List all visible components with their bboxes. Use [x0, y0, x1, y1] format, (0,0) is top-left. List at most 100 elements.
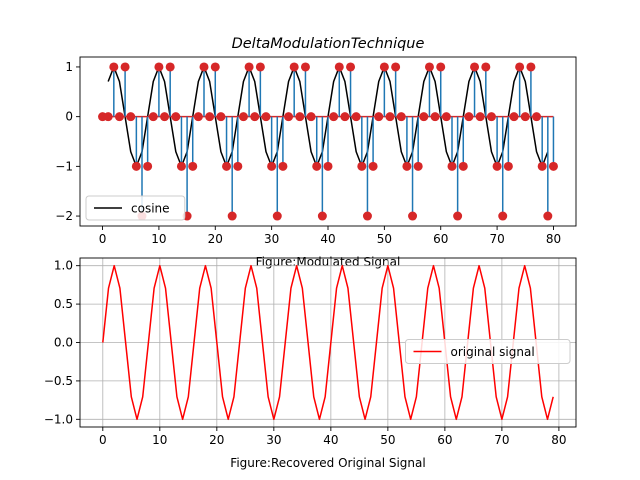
stem-marker [430, 112, 440, 122]
y-tick-label: −1 [55, 159, 73, 173]
stem-marker [295, 112, 305, 122]
stem-marker [222, 161, 232, 171]
stem-marker [278, 161, 288, 171]
stem-marker [210, 62, 220, 72]
stem-marker [532, 112, 542, 122]
stem-marker [329, 112, 339, 122]
stem-marker [148, 112, 158, 122]
legend-label: cosine [131, 202, 170, 216]
y-tick-label: −0.5 [44, 374, 73, 388]
y-tick-label: −1.0 [44, 412, 73, 426]
stem-marker [272, 211, 282, 221]
stem-marker [233, 161, 243, 171]
stem-marker [357, 161, 367, 171]
stem-marker [526, 62, 536, 72]
x-tick-label: 10 [151, 232, 166, 246]
stem-marker [188, 161, 198, 171]
legend-box [405, 339, 571, 364]
stem-marker [368, 161, 378, 171]
x-tick-label: 50 [380, 433, 395, 447]
stem-marker [205, 112, 215, 122]
y-tick-label: −2 [55, 209, 73, 223]
y-tick-label: 0 [65, 110, 73, 124]
y-tick-label: 1.0 [54, 259, 73, 273]
stem-marker [126, 112, 136, 122]
y-tick-label: 0.5 [54, 297, 73, 311]
stem-marker [250, 112, 260, 122]
stem-marker [131, 161, 141, 171]
recovered-signal-plot: 0 10 20 30 40 50 60 70 80 −1.0 −0.5 0.0 0.5 1.0 Figure… [44, 257, 577, 470]
x-tick-label: 30 [264, 232, 279, 246]
stem-marker [171, 112, 181, 122]
stem-marker [312, 161, 322, 171]
x-tick-label: 20 [208, 232, 223, 246]
stem-marker [103, 112, 113, 122]
stem-marker [486, 112, 496, 122]
stem-marker [165, 62, 175, 72]
stem-marker [470, 62, 480, 72]
figure-title: DeltaModulationTechnique [232, 36, 425, 52]
x-tick-label: 60 [433, 232, 448, 246]
stem-marker [509, 112, 519, 122]
stem-marker [453, 211, 463, 221]
stem-marker [216, 112, 226, 122]
stem-marker [458, 161, 468, 171]
stem-marker [154, 62, 164, 72]
series-line-original-signal [102, 264, 554, 421]
stem-marker [436, 62, 446, 72]
stem-marker [419, 112, 429, 122]
stem-marker [346, 62, 356, 72]
x-tick-label: 0 [99, 433, 107, 447]
stem-marker [267, 161, 277, 171]
stem-marker [441, 112, 451, 122]
stem-marker [492, 161, 502, 171]
stem-marker [334, 62, 344, 72]
stem-marker [447, 161, 457, 171]
stem-marker [379, 62, 389, 72]
x-tick-label: 70 [494, 433, 509, 447]
x-tick-label: 10 [152, 433, 167, 447]
stem-marker [340, 112, 350, 122]
x-tick-label: 80 [546, 232, 561, 246]
stem-marker [391, 62, 401, 72]
stem-marker [520, 112, 530, 122]
stem-marker [284, 112, 294, 122]
stem-marker [424, 62, 434, 72]
stem-marker [193, 112, 203, 122]
stem-marker [244, 62, 254, 72]
stem-marker [199, 62, 209, 72]
stem-marker [543, 211, 553, 221]
stem-marker [289, 62, 299, 72]
y-tick-label: 0.0 [54, 336, 73, 350]
stem-marker [255, 62, 265, 72]
stem-marker [413, 161, 423, 171]
x-tick-label: 70 [489, 232, 504, 246]
modulated-signal-plot: 0 10 20 30 40 50 60 70 80 −2 −1 0 1 Figure:Modulated … [55, 56, 577, 269]
stem-marker [306, 112, 316, 122]
stem-marker [176, 161, 186, 171]
stem-marker [109, 62, 119, 72]
stem-marker [323, 161, 333, 171]
stem-marker [548, 161, 558, 171]
x-tick-label: 50 [377, 232, 392, 246]
stem-marker [227, 211, 237, 221]
legend-label: original signal [451, 345, 535, 359]
stem-marker [317, 211, 327, 221]
stem-marker [481, 62, 491, 72]
stem-marker [143, 161, 153, 171]
x-tick-label: 40 [320, 232, 335, 246]
x-axis-label: Figure:Recovered Original Signal [230, 456, 425, 470]
stem-marker [238, 112, 248, 122]
stem-marker [498, 211, 508, 221]
x-tick-label: 20 [209, 433, 224, 447]
stem-marker [261, 112, 271, 122]
x-tick-label: 80 [551, 433, 566, 447]
stem-marker [503, 161, 513, 171]
x-tick-label: 30 [266, 433, 281, 447]
stem-marker [160, 112, 170, 122]
stem-marker [385, 112, 395, 122]
stem-marker [537, 161, 547, 171]
stem-marker [120, 62, 130, 72]
stem-marker [351, 112, 361, 122]
